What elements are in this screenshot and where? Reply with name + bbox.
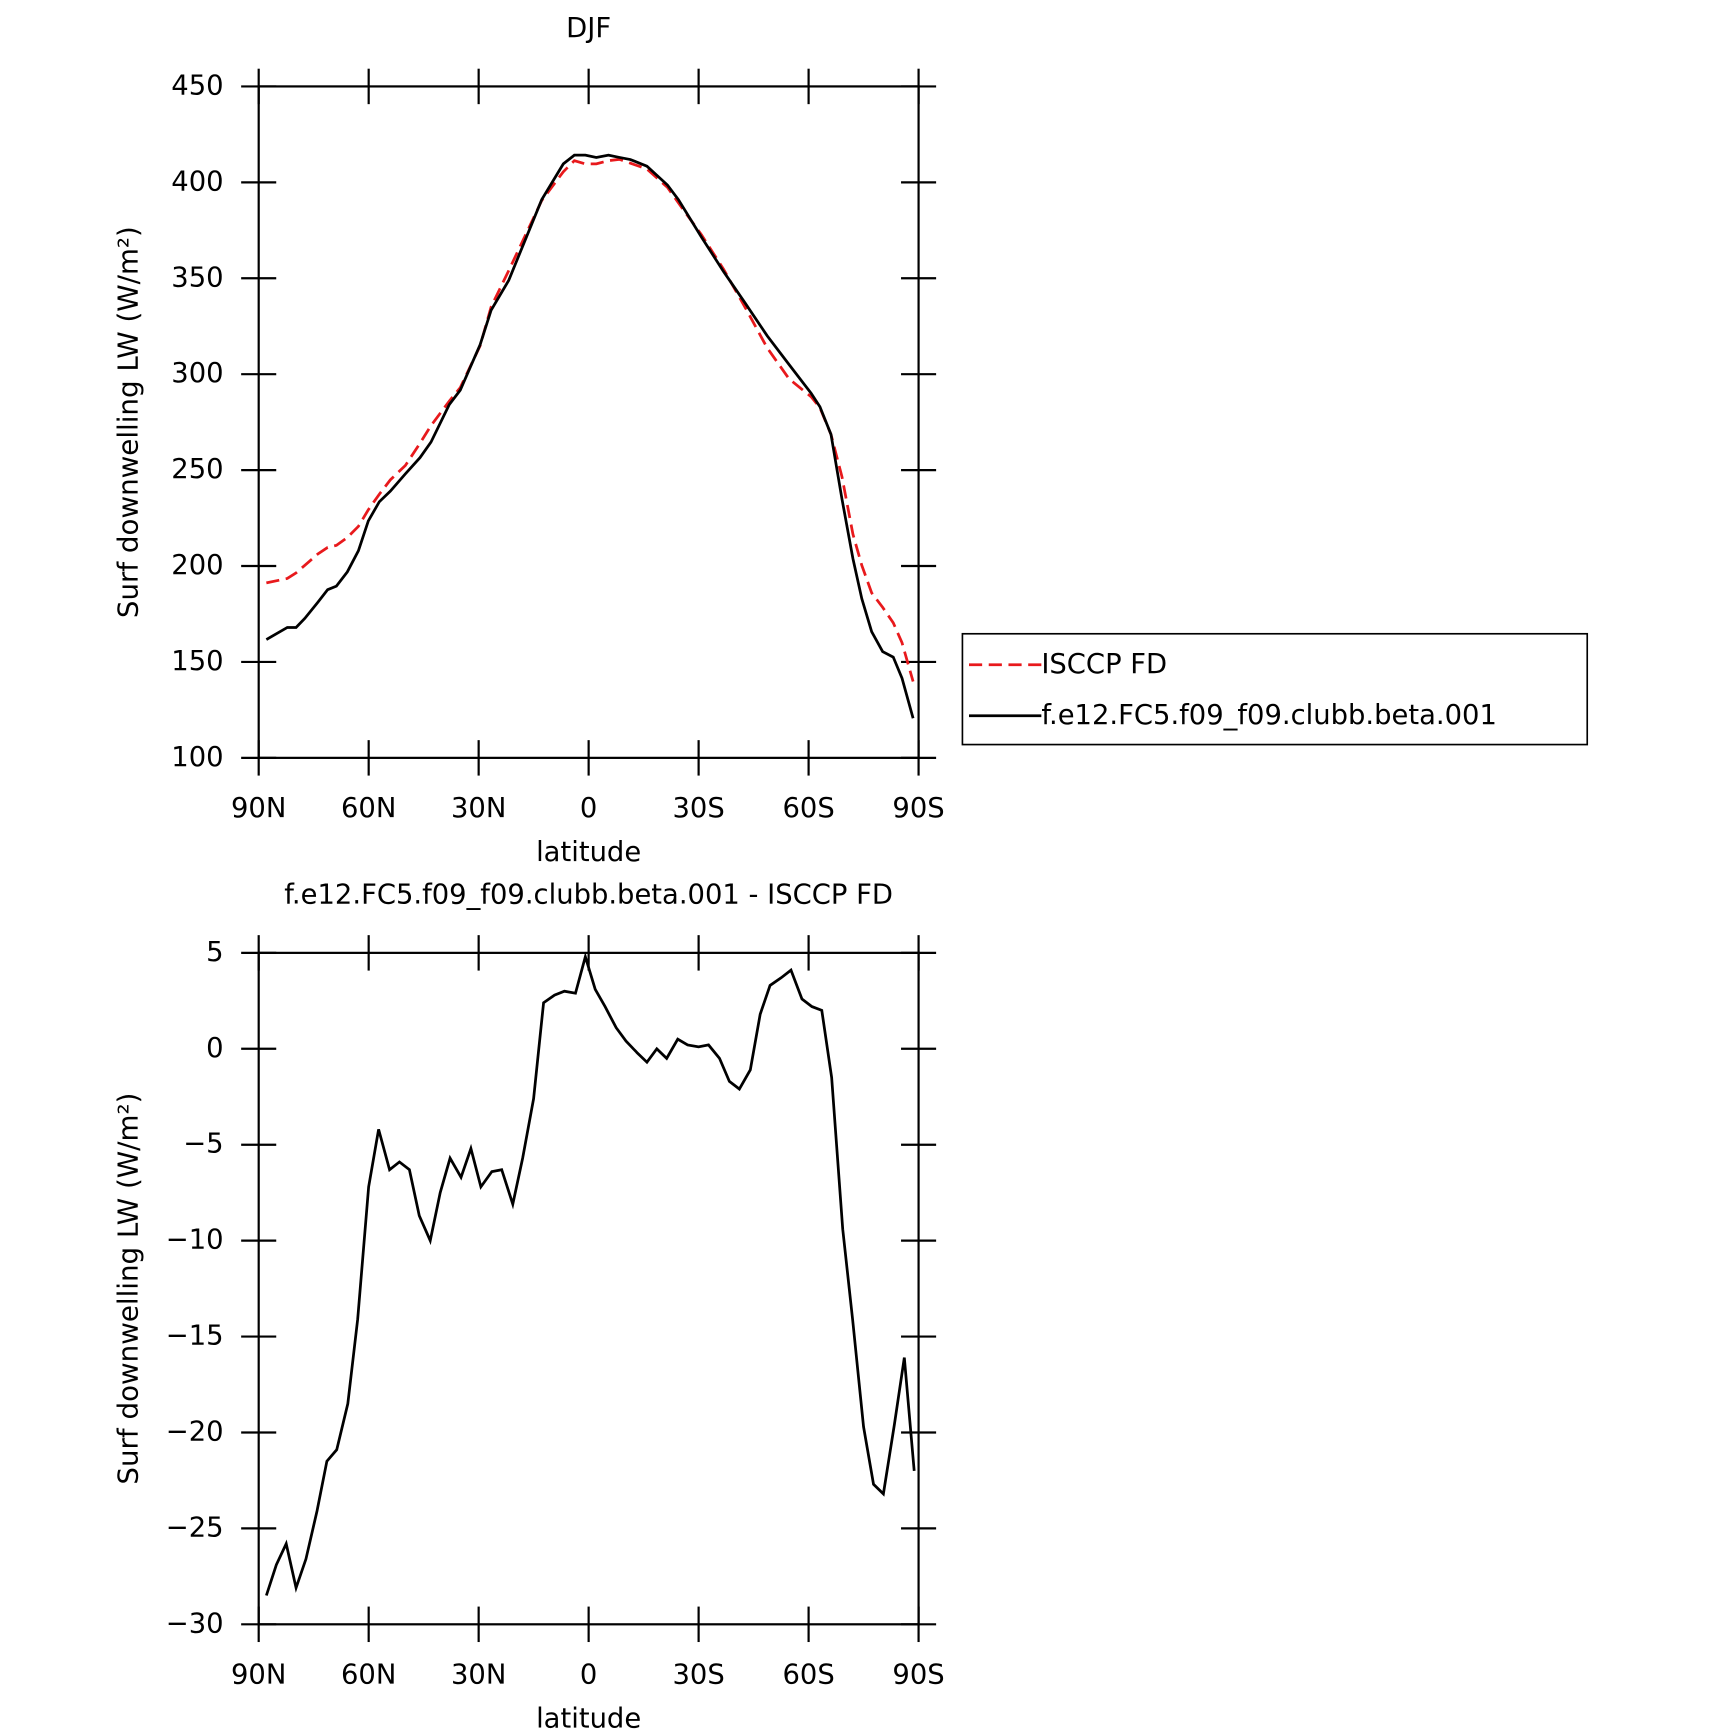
y-tick-label: 450 — [171, 69, 223, 101]
data-line — [266, 157, 915, 682]
y-tick-label: 100 — [171, 741, 223, 773]
y-tick-label: −20 — [166, 1415, 224, 1447]
y-tick-label: 150 — [171, 645, 223, 677]
x-axis-label: latitude — [536, 836, 641, 868]
plot-frame — [257, 85, 920, 759]
y-tick-label: 400 — [171, 165, 223, 197]
x-tick-label: 90N — [231, 1658, 286, 1690]
data-line — [265, 951, 916, 1596]
x-tick-label: 60N — [341, 792, 396, 824]
y-tick-label: 250 — [171, 453, 223, 485]
x-tick-label: 90N — [231, 792, 286, 824]
y-tick-label: 5 — [206, 936, 223, 968]
y-axis-label: Surf downwelling LW (W/m²) — [112, 1093, 144, 1485]
y-tick-label: 300 — [171, 357, 223, 389]
x-axis-label: latitude — [536, 1703, 641, 1734]
x-tick-label: 60S — [782, 1658, 834, 1690]
x-tick-label: 90S — [892, 1658, 944, 1690]
y-tick-label: 350 — [171, 261, 223, 293]
legend-label: f.e12.FC5.f09_f09.clubb.beta.001 — [1041, 699, 1497, 731]
x-tick-label: 0 — [580, 1658, 597, 1690]
chart-title: f.e12.FC5.f09_f09.clubb.beta.001 - ISCCP… — [284, 878, 893, 910]
y-tick-label: 0 — [206, 1032, 223, 1064]
x-tick-label: 60N — [341, 1658, 396, 1690]
y-tick-label: −10 — [166, 1224, 224, 1256]
y-tick-label: −30 — [166, 1607, 224, 1639]
x-tick-label: 30S — [672, 1658, 724, 1690]
y-tick-label: −25 — [166, 1511, 224, 1543]
y-tick-label: −15 — [166, 1319, 224, 1351]
chart-title: DJF — [566, 12, 611, 44]
plot-frame — [257, 951, 920, 1626]
x-tick-label: 0 — [580, 792, 597, 824]
x-tick-label: 60S — [782, 792, 834, 824]
y-axis-label: Surf downwelling LW (W/m²) — [112, 226, 144, 618]
y-tick-label: 200 — [171, 549, 223, 581]
legend-box — [961, 632, 1589, 746]
x-tick-label: 30N — [451, 1658, 506, 1690]
y-tick-label: −5 — [183, 1128, 223, 1160]
data-line — [265, 153, 915, 719]
x-tick-label: 30S — [672, 792, 724, 824]
x-tick-label: 90S — [892, 792, 944, 824]
legend-label: ISCCP FD — [1041, 648, 1167, 680]
x-tick-label: 30N — [451, 792, 506, 824]
